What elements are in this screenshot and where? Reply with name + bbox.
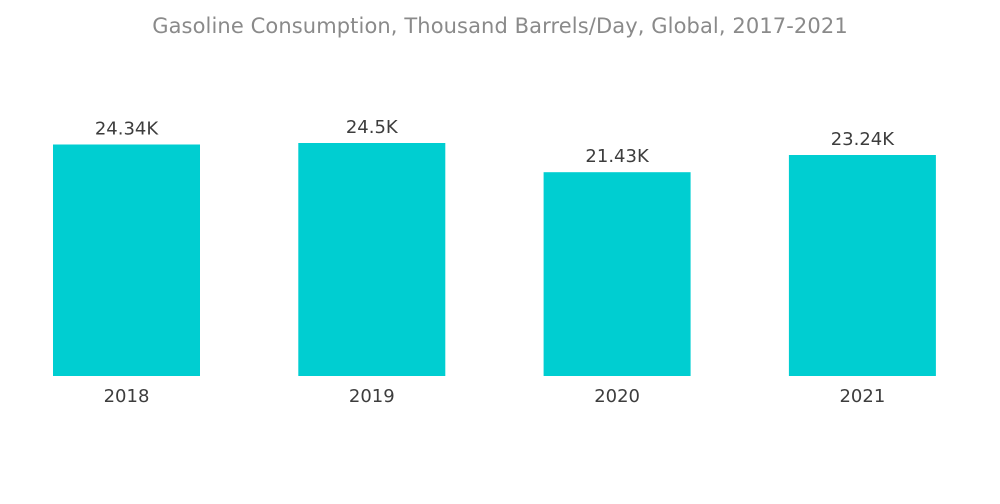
bar-2021 bbox=[788, 155, 936, 376]
bar-2019 bbox=[298, 143, 446, 376]
value-label-2019: 24.5K bbox=[346, 117, 399, 138]
value-label-2018: 24.34K bbox=[95, 119, 160, 140]
bar-2018 bbox=[53, 144, 200, 376]
x-tick-label-2021: 2021 bbox=[839, 386, 885, 407]
x-axis-tick-labels: 2018 2019 2020 2021 bbox=[104, 386, 886, 407]
bars-layer bbox=[53, 143, 936, 376]
value-label-2021: 23.24K bbox=[831, 129, 896, 150]
chart-title: Gasoline Consumption, Thousand Barrels/D… bbox=[152, 14, 848, 38]
value-label-2020: 21.43K bbox=[585, 146, 650, 167]
value-labels-layer: 24.34K 24.5K 21.43K 23.24K bbox=[95, 117, 895, 167]
x-tick-label-2018: 2018 bbox=[104, 386, 150, 407]
x-tick-label-2020: 2020 bbox=[594, 386, 640, 407]
bar-2020 bbox=[543, 172, 691, 376]
x-tick-label-2019: 2019 bbox=[349, 386, 395, 407]
